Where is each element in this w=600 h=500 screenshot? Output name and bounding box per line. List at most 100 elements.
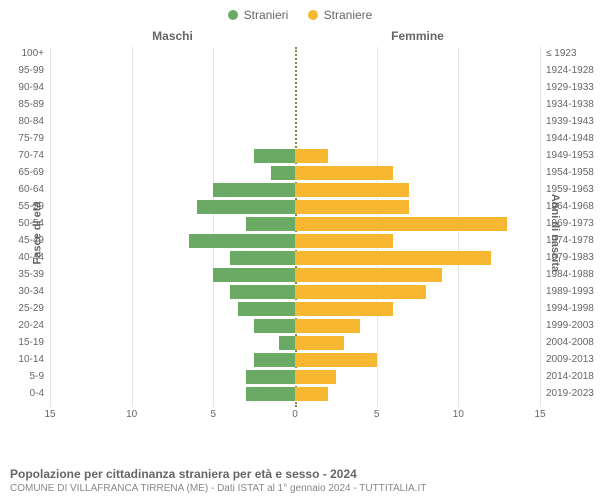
plot-region: Fasce di età Anni di nascita 15105051015… (50, 47, 540, 407)
bar-male (189, 234, 295, 248)
bar-female (295, 183, 409, 197)
bar-male (230, 251, 295, 265)
bar-male (213, 183, 295, 197)
legend-label-female: Straniere (324, 8, 373, 22)
birth-year-label: 1984-1988 (540, 268, 594, 282)
pyramid-row: 15-192004-2008 (50, 336, 540, 350)
bar-male (254, 319, 295, 333)
footer: Popolazione per cittadinanza straniera p… (10, 467, 590, 494)
pyramid-row: 0-42019-2023 (50, 387, 540, 401)
bar-female (295, 268, 442, 282)
birth-year-label: 1929-1933 (540, 81, 594, 95)
bar-female (295, 353, 377, 367)
birth-year-label: 1999-2003 (540, 319, 594, 333)
pyramid-row: 45-491974-1978 (50, 234, 540, 248)
birth-year-label: 1979-1983 (540, 251, 594, 265)
chart-title: Popolazione per cittadinanza straniera p… (10, 467, 590, 481)
age-label: 15-19 (18, 336, 50, 350)
age-label: 0-4 (30, 387, 50, 401)
birth-year-label: 1969-1973 (540, 217, 594, 231)
age-label: 55-59 (18, 200, 50, 214)
age-label: 85-89 (18, 98, 50, 112)
age-label: 25-29 (18, 302, 50, 316)
chart-area: Maschi Femmine Fasce di età Anni di nasc… (50, 29, 540, 433)
bar-male (197, 200, 295, 214)
bar-female (295, 302, 393, 316)
age-label: 10-14 (18, 353, 50, 367)
bar-male (230, 285, 295, 299)
bar-female (295, 149, 328, 163)
age-label: 70-74 (18, 149, 50, 163)
x-tick-label: 10 (126, 407, 137, 420)
bar-male (254, 149, 295, 163)
pyramid-row: 90-941929-1933 (50, 81, 540, 95)
age-label: 95-99 (18, 64, 50, 78)
age-label: 100+ (21, 47, 50, 61)
age-label: 35-39 (18, 268, 50, 282)
pyramid-row: 10-142009-2013 (50, 353, 540, 367)
birth-year-label: 1954-1958 (540, 166, 594, 180)
x-tick-label: 0 (292, 407, 298, 420)
legend-swatch-female (308, 10, 318, 20)
column-header-female: Femmine (295, 29, 540, 43)
pyramid-row: 95-991924-1928 (50, 64, 540, 78)
bar-male (213, 268, 295, 282)
pyramid-row: 80-841939-1943 (50, 115, 540, 129)
birth-year-label: 1974-1978 (540, 234, 594, 248)
pyramid-row: 75-791944-1948 (50, 132, 540, 146)
pyramid-row: 40-441979-1983 (50, 251, 540, 265)
bar-female (295, 370, 336, 384)
birth-year-label: 1944-1948 (540, 132, 594, 146)
pyramid-row: 20-241999-2003 (50, 319, 540, 333)
age-label: 45-49 (18, 234, 50, 248)
x-tick-label: 15 (44, 407, 55, 420)
pyramid-row: 30-341989-1993 (50, 285, 540, 299)
bar-male (279, 336, 295, 350)
bar-female (295, 336, 344, 350)
pyramid-row: 25-291994-1998 (50, 302, 540, 316)
pyramid-row: 85-891934-1938 (50, 98, 540, 112)
x-tick-label: 15 (534, 407, 545, 420)
bar-male (271, 166, 296, 180)
age-label: 20-24 (18, 319, 50, 333)
bar-male (254, 353, 295, 367)
age-label: 75-79 (18, 132, 50, 146)
bar-female (295, 387, 328, 401)
pyramid-row: 35-391984-1988 (50, 268, 540, 282)
birth-year-label: 1949-1953 (540, 149, 594, 163)
legend: Stranieri Straniere (0, 0, 600, 23)
pyramid-row: 50-541969-1973 (50, 217, 540, 231)
age-label: 50-54 (18, 217, 50, 231)
chart-subtitle: COMUNE DI VILLAFRANCA TIRRENA (ME) - Dat… (10, 483, 590, 494)
age-label: 40-44 (18, 251, 50, 265)
birth-year-label: 1924-1928 (540, 64, 594, 78)
pyramid-row: 5-92014-2018 (50, 370, 540, 384)
legend-swatch-male (228, 10, 238, 20)
bar-female (295, 251, 491, 265)
birth-year-label: 1994-1998 (540, 302, 594, 316)
birth-year-label: 2009-2013 (540, 353, 594, 367)
pyramid-row: 70-741949-1953 (50, 149, 540, 163)
x-tick-label: 5 (374, 407, 380, 420)
birth-year-label: 1959-1963 (540, 183, 594, 197)
birth-year-label: 2004-2008 (540, 336, 594, 350)
age-label: 90-94 (18, 81, 50, 95)
legend-item-male: Stranieri (228, 8, 289, 22)
birth-year-label: 1939-1943 (540, 115, 594, 129)
age-label: 80-84 (18, 115, 50, 129)
pyramid-row: 55-591964-1968 (50, 200, 540, 214)
legend-item-female: Straniere (308, 8, 373, 22)
birth-year-label: 1989-1993 (540, 285, 594, 299)
x-tick-label: 5 (211, 407, 217, 420)
pyramid-row: 60-641959-1963 (50, 183, 540, 197)
column-header-male: Maschi (50, 29, 295, 43)
x-tick-label: 10 (453, 407, 464, 420)
birth-year-label: 1964-1968 (540, 200, 594, 214)
birth-year-label: 2019-2023 (540, 387, 594, 401)
bar-female (295, 217, 507, 231)
pyramid-row: 100+≤ 1923 (50, 47, 540, 61)
birth-year-label: 2014-2018 (540, 370, 594, 384)
bar-female (295, 200, 409, 214)
age-label: 30-34 (18, 285, 50, 299)
age-label: 60-64 (18, 183, 50, 197)
